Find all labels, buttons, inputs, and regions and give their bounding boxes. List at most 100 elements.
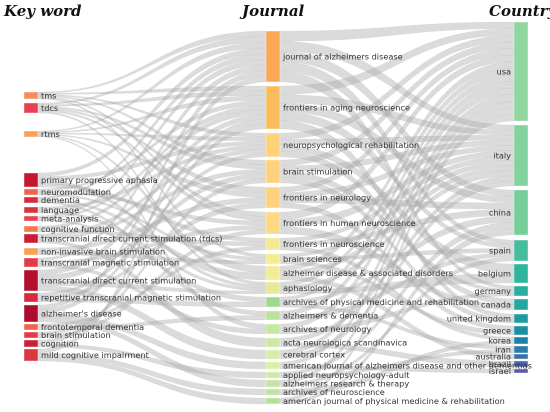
country-node[interactable] — [513, 285, 529, 297]
keyword-label: alzheimer's disease — [41, 309, 122, 319]
keyword-node[interactable] — [23, 215, 39, 222]
keyword-label: tdcs — [41, 103, 58, 113]
journal-label: archives of physical medicine and rehabi… — [283, 297, 479, 307]
country-column-title: Country — [489, 2, 550, 20]
keyword-node[interactable] — [23, 188, 39, 196]
country-node[interactable] — [513, 124, 529, 187]
keyword-label: tms — [41, 91, 56, 101]
journal-node[interactable] — [265, 361, 281, 370]
keyword-node[interactable] — [23, 196, 39, 204]
country-node[interactable] — [513, 368, 529, 374]
journal-label: journal of alzheimers disease — [282, 52, 403, 62]
journal-label: alzheimers & dementia — [283, 311, 378, 321]
keyword-node[interactable] — [23, 339, 39, 348]
journal-node[interactable] — [265, 388, 281, 396]
keyword-column-title: Key word — [3, 2, 82, 20]
country-label: usa — [497, 67, 511, 77]
country-label: korea — [488, 336, 511, 346]
country-node[interactable] — [513, 360, 529, 368]
journal-label: american journal of alzheimers disease a… — [283, 361, 532, 371]
keyword-label: language — [41, 205, 79, 215]
links-layer — [37, 21, 515, 405]
keyword-label: primary progressive aphasia — [41, 175, 158, 185]
keyword-node[interactable] — [23, 257, 39, 268]
keyword-node[interactable] — [23, 331, 39, 339]
journal-node[interactable] — [265, 237, 281, 251]
journal-label: applied neuropsychology-adult — [283, 370, 410, 380]
country-node[interactable] — [513, 239, 529, 262]
journal-column-title: Journal — [239, 2, 305, 20]
journal-label: acta neurologica scandinavica — [283, 338, 407, 348]
journal-node[interactable] — [265, 265, 281, 281]
journal-node[interactable] — [265, 337, 281, 348]
keyword-node[interactable] — [23, 247, 39, 256]
journal-node[interactable] — [265, 85, 281, 130]
keyword-label: mild cognitive impairment — [41, 350, 150, 360]
country-label: spain — [489, 246, 511, 256]
journal-label: cerebral cortex — [283, 350, 345, 360]
keyword-node[interactable] — [23, 348, 39, 362]
journal-label: neuropsychological rehabilitation — [283, 140, 419, 150]
country-label: israel — [489, 366, 511, 376]
country-label: canada — [481, 300, 511, 310]
keyword-node[interactable] — [23, 292, 39, 303]
keyword-node[interactable] — [23, 172, 39, 188]
country-node[interactable] — [513, 189, 529, 236]
journal-node[interactable] — [265, 371, 281, 379]
keyword-label: neuromodulation — [41, 187, 111, 197]
journal-node[interactable] — [265, 349, 281, 360]
journal-node[interactable] — [265, 323, 281, 335]
journal-node[interactable] — [265, 281, 281, 295]
country-label: belgium — [478, 269, 511, 279]
keyword-node[interactable] — [23, 130, 39, 138]
journal-label: frontiers in aging neuroscience — [283, 103, 410, 113]
journal-node[interactable] — [265, 211, 281, 235]
keyword-node[interactable] — [23, 91, 39, 100]
country-label: germany — [475, 286, 512, 296]
journal-node[interactable] — [265, 296, 281, 308]
keyword-label: non-invasive brain stimulation — [41, 247, 165, 257]
country-node[interactable] — [513, 263, 529, 284]
country-node[interactable] — [513, 325, 529, 336]
country-node[interactable] — [513, 353, 529, 360]
journal-node[interactable] — [265, 397, 281, 405]
country-node[interactable] — [513, 298, 529, 311]
keyword-label: transcranial magnetic stimulation — [41, 258, 179, 268]
country-label: iran — [495, 345, 511, 355]
keyword-node[interactable] — [23, 206, 39, 214]
journal-label: archives of neurology — [283, 324, 372, 334]
keyword-label: rtms — [41, 129, 60, 139]
journal-node[interactable] — [265, 159, 281, 184]
journal-node[interactable] — [265, 253, 281, 265]
country-label: australia — [475, 352, 511, 362]
keyword-label: frontotemporal dementia — [41, 322, 144, 332]
keyword-label: dementia — [41, 195, 80, 205]
country-node[interactable] — [513, 313, 529, 324]
journal-label: alzheimers research & therapy — [283, 379, 409, 389]
journal-node[interactable] — [265, 30, 281, 83]
keyword-node[interactable] — [23, 323, 39, 331]
country-node[interactable] — [513, 345, 529, 354]
journal-node[interactable] — [265, 310, 281, 321]
journal-node[interactable] — [265, 132, 281, 158]
journal-label: brain sciences — [283, 254, 342, 264]
keyword-node[interactable] — [23, 225, 39, 233]
journal-node[interactable] — [265, 379, 281, 388]
journal-node[interactable] — [265, 186, 281, 209]
journal-label: archives of neuroscience — [283, 387, 385, 397]
keyword-node[interactable] — [23, 269, 39, 292]
keyword-node[interactable] — [23, 304, 39, 323]
keyword-label: transcranial direct current stimulation — [41, 276, 196, 286]
keyword-label: transcranial direct current stimulation … — [41, 234, 223, 244]
keyword-node[interactable] — [23, 102, 39, 114]
journal-label: frontiers in neuroscience — [283, 239, 385, 249]
keyword-node[interactable] — [23, 233, 39, 244]
country-node[interactable] — [513, 336, 529, 345]
country-node[interactable] — [513, 21, 529, 122]
keyword-label: meta-analysis — [41, 214, 98, 224]
labels-layer: tms tdcs rtms primary progressive aphasia ne… — [41, 52, 532, 407]
journal-label: american journal of physical medicine & … — [283, 396, 505, 406]
journal-label: brain stimulation — [283, 167, 353, 177]
